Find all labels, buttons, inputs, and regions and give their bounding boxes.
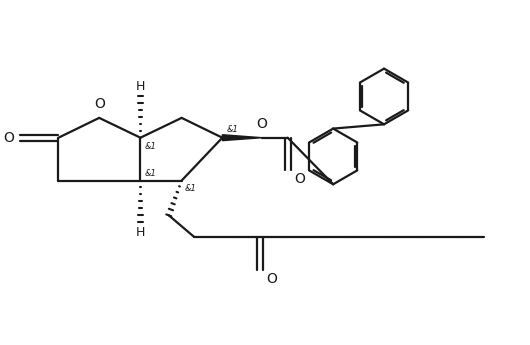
Text: O: O	[294, 172, 305, 186]
Text: H: H	[136, 80, 145, 93]
Text: &1: &1	[227, 126, 238, 135]
Polygon shape	[223, 135, 262, 141]
Text: O: O	[266, 272, 277, 286]
Text: O: O	[4, 131, 15, 145]
Text: O: O	[94, 97, 104, 111]
Text: &1: &1	[145, 169, 156, 178]
Text: &1: &1	[145, 142, 156, 151]
Text: O: O	[257, 117, 268, 131]
Text: H: H	[136, 226, 145, 238]
Text: &1: &1	[185, 184, 197, 193]
